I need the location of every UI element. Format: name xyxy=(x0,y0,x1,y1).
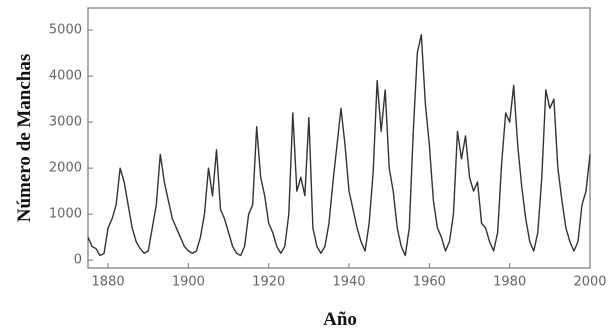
x-tick-label: 1940 xyxy=(332,275,365,290)
y-axis-label: Número de Manchas xyxy=(14,54,35,223)
y-tick-label: 2000 xyxy=(49,161,82,176)
x-tick-label: 1880 xyxy=(92,275,125,290)
plot-frame xyxy=(87,7,591,269)
y-tick-label: 5000 xyxy=(49,23,82,38)
x-tick-label: 1960 xyxy=(413,275,446,290)
x-tick-label: 2000 xyxy=(573,275,606,290)
data-line xyxy=(87,33,591,257)
y-tick-label: 1000 xyxy=(49,207,82,222)
x-tick-label: 1900 xyxy=(172,275,205,290)
x-tick-label: 1920 xyxy=(252,275,285,290)
x-tick-label: 1980 xyxy=(493,275,526,290)
y-tick-label: 0 xyxy=(74,253,82,268)
y-tick-label: 4000 xyxy=(49,69,82,84)
x-axis-label: Año xyxy=(323,309,357,330)
y-tick-label: 3000 xyxy=(49,115,82,130)
